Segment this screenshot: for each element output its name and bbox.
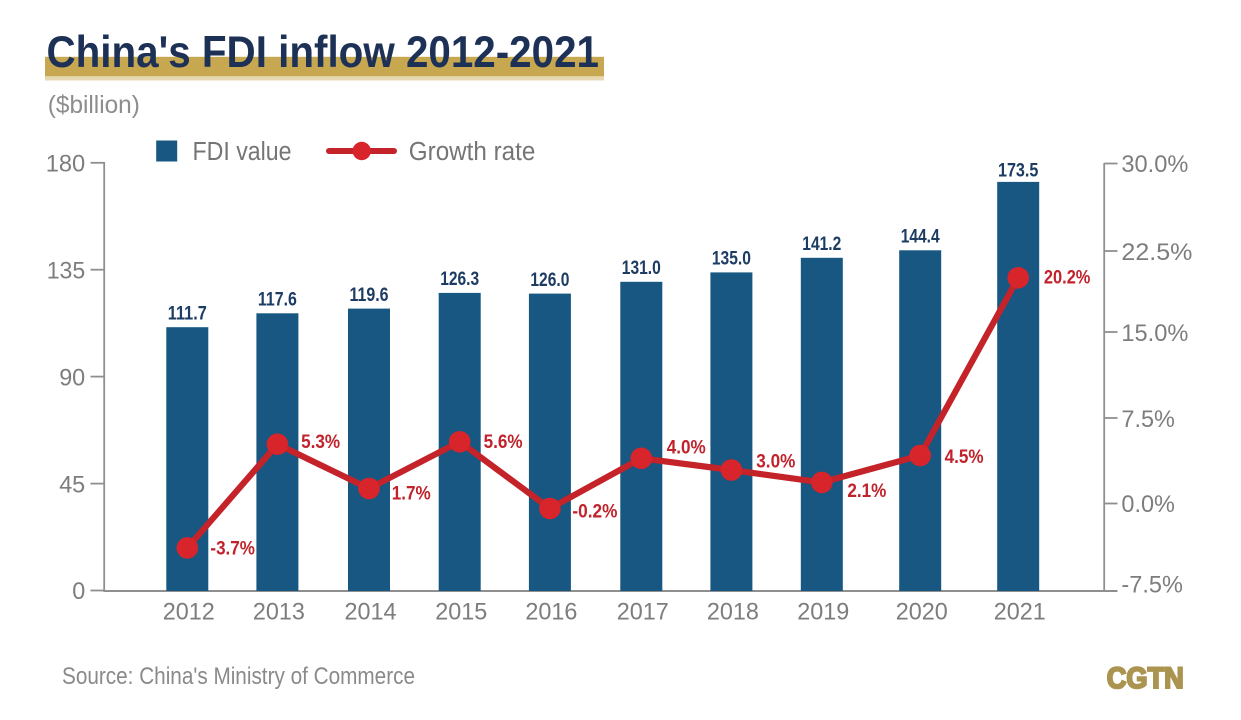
svg-text:-3.7%: -3.7% xyxy=(210,539,255,560)
svg-text:30.0%: 30.0% xyxy=(1121,151,1188,178)
svg-text:2019: 2019 xyxy=(797,599,849,626)
svg-text:China's FDI inflow 2012-2021: China's FDI inflow 2012-2021 xyxy=(47,28,600,77)
svg-text:Growth rate: Growth rate xyxy=(409,138,536,166)
svg-text:117.6: 117.6 xyxy=(258,289,297,311)
svg-text:119.6: 119.6 xyxy=(350,284,389,306)
svg-text:-7.5%: -7.5% xyxy=(1121,572,1183,599)
svg-text:0: 0 xyxy=(72,578,85,605)
svg-text:4.0%: 4.0% xyxy=(667,438,706,459)
svg-text:-0.2%: -0.2% xyxy=(572,502,617,523)
svg-text:2016: 2016 xyxy=(525,599,577,626)
svg-text:2021: 2021 xyxy=(994,599,1046,626)
svg-text:20.2%: 20.2% xyxy=(1044,268,1091,289)
svg-text:0.0%: 0.0% xyxy=(1121,491,1175,518)
svg-text:3.0%: 3.0% xyxy=(756,452,795,473)
svg-text:111.7: 111.7 xyxy=(168,303,207,325)
svg-text:180: 180 xyxy=(46,151,86,178)
svg-text:2017: 2017 xyxy=(617,599,669,626)
svg-text:5.3%: 5.3% xyxy=(301,432,340,453)
svg-text:126.3: 126.3 xyxy=(440,268,479,290)
svg-text:2018: 2018 xyxy=(707,599,759,626)
svg-text:2013: 2013 xyxy=(253,599,305,626)
svg-text:90: 90 xyxy=(59,364,85,391)
svg-text:4.5%: 4.5% xyxy=(945,447,984,468)
svg-text:173.5: 173.5 xyxy=(998,160,1039,182)
svg-text:22.5%: 22.5% xyxy=(1121,239,1192,266)
svg-text:135.0: 135.0 xyxy=(712,248,751,270)
svg-text:2015: 2015 xyxy=(435,599,487,626)
svg-text:45: 45 xyxy=(59,471,85,498)
svg-text:FDI value: FDI value xyxy=(193,138,292,166)
svg-text:7.5%: 7.5% xyxy=(1121,406,1175,433)
svg-text:CGTN: CGTN xyxy=(1107,662,1184,695)
svg-text:2014: 2014 xyxy=(345,599,397,626)
svg-text:Source: China's Ministry of Co: Source: China's Ministry of Commerce xyxy=(62,663,415,690)
svg-text:5.6%: 5.6% xyxy=(484,432,523,453)
svg-text:135: 135 xyxy=(47,257,86,284)
svg-text:2012: 2012 xyxy=(163,599,215,626)
svg-text:144.4: 144.4 xyxy=(901,226,940,248)
svg-text:($billion): ($billion) xyxy=(48,91,140,119)
svg-text:131.0: 131.0 xyxy=(622,257,661,279)
svg-text:126.0: 126.0 xyxy=(530,269,569,291)
svg-text:141.2: 141.2 xyxy=(802,233,841,255)
svg-text:2020: 2020 xyxy=(896,599,948,626)
svg-text:1.7%: 1.7% xyxy=(392,484,431,505)
svg-text:2.1%: 2.1% xyxy=(847,481,886,502)
svg-text:15.0%: 15.0% xyxy=(1121,320,1188,347)
